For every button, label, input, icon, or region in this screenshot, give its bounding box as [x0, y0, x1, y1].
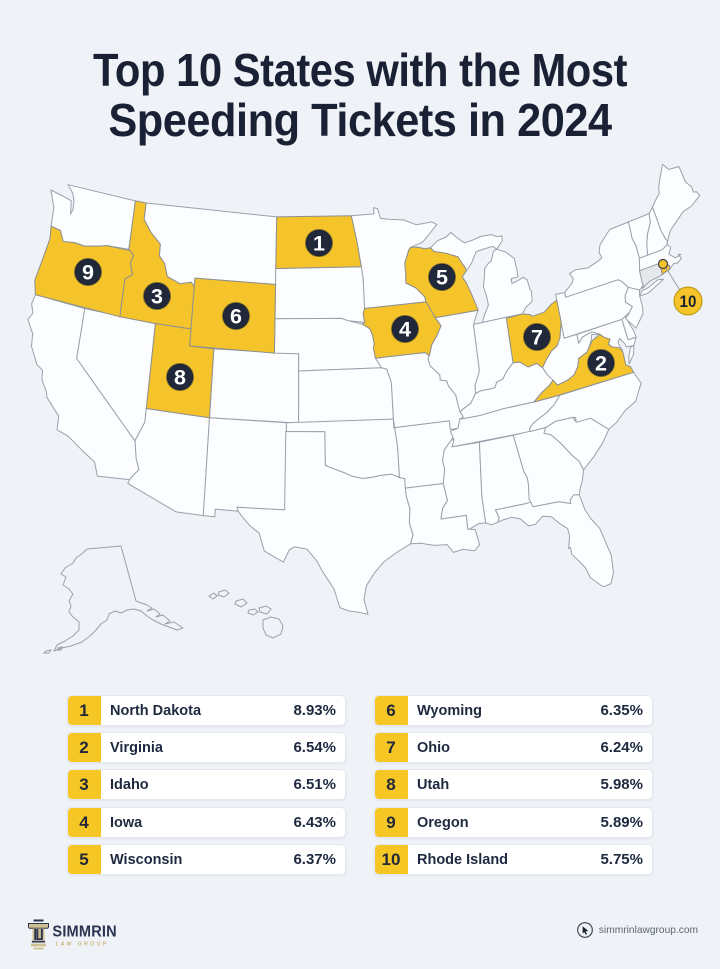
svg-text:5: 5 — [436, 266, 448, 290]
svg-text:9: 9 — [82, 261, 94, 285]
svg-text:SIMMRIN: SIMMRIN — [52, 923, 116, 941]
svg-text:2: 2 — [595, 352, 607, 376]
svg-text:1: 1 — [313, 232, 325, 256]
svg-text:3: 3 — [151, 285, 163, 309]
svg-text:LAW GROUP: LAW GROUP — [56, 942, 109, 948]
svg-text:8: 8 — [174, 366, 186, 390]
svg-text:6: 6 — [230, 305, 242, 329]
svg-text:7: 7 — [531, 326, 543, 350]
svg-text:4: 4 — [399, 318, 411, 342]
svg-text:10: 10 — [680, 293, 697, 311]
